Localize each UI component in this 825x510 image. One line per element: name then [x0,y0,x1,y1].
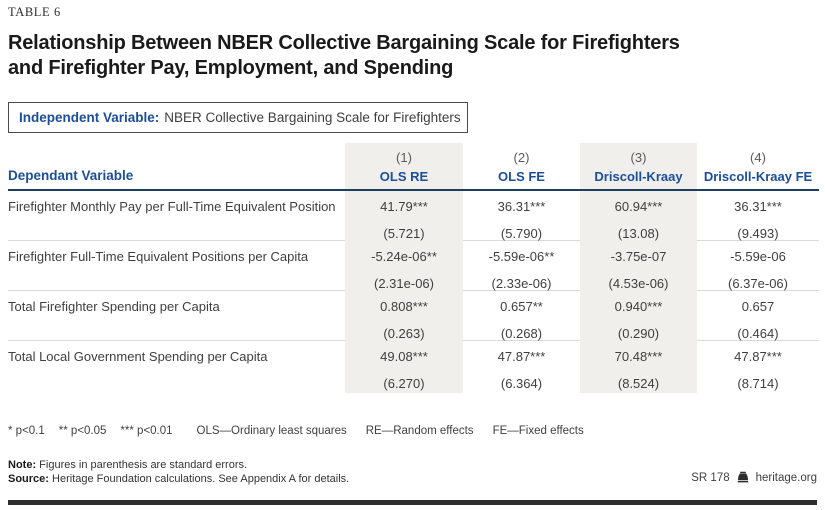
source-text: Heritage Foundation calculations. See Ap… [48,473,350,485]
coefficient: 49.08*** [380,349,428,364]
coefficient: 0.808*** [380,299,428,314]
standard-error: (8.524) [617,376,660,391]
column-label: Driscoll-Kraay FE [703,169,813,184]
table-header-row: Dependant Variable (1) OLS RE (2) OLS FE… [8,143,819,191]
column-label: OLS FE [498,169,545,184]
column-number: (2) [513,150,530,165]
legend-item: FE—Fixed effects [492,425,584,437]
report-id: SR 178 [691,472,730,484]
independent-variable-label: Independent Variable: [19,110,160,125]
coefficient: 47.87*** [734,349,782,364]
cell: -5.59e-06 (6.37e-06) [697,241,819,291]
cell: 36.31*** (5.790) [463,191,580,241]
standard-error: (5.790) [500,226,543,241]
table-title-line-2: and Firefighter Pay, Employment, and Spe… [8,57,454,79]
cell: 0.940*** (0.290) [580,291,697,341]
notes-block: Note: Figures in parenthesis are standar… [8,458,349,486]
column-header-3: (3) Driscoll-Kraay [580,143,697,189]
coefficient: 0.657** [500,299,543,314]
row-label: Firefighter Monthly Pay per Full-Time Eq… [8,199,336,214]
table-row: Total Local Government Spending per Capi… [8,341,819,393]
note-line: Note: Figures in parenthesis are standar… [8,458,349,472]
regression-table: Dependant Variable (1) OLS RE (2) OLS FE… [8,143,819,393]
coefficient: 36.31*** [497,199,546,214]
cell: 0.808*** (0.263) [345,291,463,341]
significance-legend: * p<0.1 ** p<0.05 *** p<0.01 OLS—Ordinar… [8,425,598,437]
standard-error: (8.714) [737,376,779,391]
coefficient: 47.87*** [497,349,546,364]
standard-error: (2.33e-06) [491,276,552,291]
coefficient: -5.59e-06 [730,249,786,264]
standard-error: (5.721) [383,226,425,241]
coefficient: -3.75e-07 [610,249,667,264]
legend-item: *** p<0.01 [120,425,173,437]
liberty-bell-icon [736,471,750,485]
legend-item: * p<0.1 [8,425,45,437]
site-url: heritage.org [755,472,817,484]
column-number: (4) [750,150,766,165]
cell: 0.657** (0.268) [463,291,580,341]
coefficient: 41.79*** [380,199,428,214]
row-label: Total Firefighter Spending per Capita [8,299,220,314]
standard-error: (2.31e-06) [374,276,434,291]
column-number: (1) [396,150,412,165]
standard-error: (9.493) [737,226,779,241]
coefficient: 0.940*** [614,299,663,314]
cell: 70.48*** (8.524) [580,341,697,393]
standard-error: (6.270) [383,376,425,391]
row-label: Total Local Government Spending per Capi… [8,349,268,364]
cell: -3.75e-07 (4.53e-06) [580,241,697,291]
coefficient: 60.94*** [614,199,663,214]
table-number-label: TABLE 6 [8,5,61,19]
cell: 41.79*** (5.721) [345,191,463,241]
column-header-4: (4) Driscoll-Kraay FE [697,143,819,189]
cell: -5.59e-06** (2.33e-06) [463,241,580,291]
independent-variable-value: NBER Collective Bargaining Scale for Fir… [164,110,461,125]
row-label: Firefighter Full-Time Equivalent Positio… [8,249,309,264]
standard-error: (13.08) [617,226,660,241]
standard-error: (4.53e-06) [608,276,669,291]
column-header-1: (1) OLS RE [345,143,463,189]
legend-item: ** p<0.05 [58,425,107,437]
coefficient: 36.31*** [734,199,782,214]
standard-error: (6.37e-06) [728,276,788,291]
table-row: Firefighter Full-Time Equivalent Positio… [8,241,819,291]
standard-error: (6.364) [500,376,543,391]
column-label: Driscoll-Kraay [594,169,683,184]
legend-item: OLS—Ordinary least squares [196,425,347,437]
cell: 49.08*** (6.270) [345,341,463,393]
column-label: OLS RE [379,169,429,184]
column-header-2: (2) OLS FE [463,143,580,189]
note-label: Note: [8,459,37,471]
independent-variable-box: Independent Variable: NBER Collective Ba… [8,102,468,133]
cell: 0.657 (0.464) [697,291,819,341]
footer-branding: SR 178 heritage.org [691,471,817,485]
standard-error: (0.263) [383,326,425,341]
cell: 47.87*** (6.364) [463,341,580,393]
table-row: Firefighter Monthly Pay per Full-Time Eq… [8,191,819,241]
coefficient: 70.48*** [614,349,663,364]
bottom-rule [8,500,817,505]
table-title: Relationship Between NBER Collective Bar… [8,31,680,81]
cell: -5.24e-06** (2.31e-06) [345,241,463,291]
source-label: Source: [8,473,49,485]
table-title-line-1: Relationship Between NBER Collective Bar… [8,32,680,54]
dependent-variable-header: Dependant Variable [8,168,134,183]
cell: 60.94*** (13.08) [580,191,697,241]
coefficient: -5.24e-06** [371,249,437,264]
standard-error: (0.290) [617,326,660,341]
cell: 47.87*** (8.714) [697,341,819,393]
note-text: Figures in parenthesis are standard erro… [36,459,248,471]
standard-error: (0.268) [500,326,543,341]
standard-error: (0.464) [737,326,779,341]
coefficient: 0.657 [741,299,775,314]
legend-item: RE—Random effects [365,425,474,437]
source-line: Source: Heritage Foundation calculations… [8,472,349,486]
cell: 36.31*** (9.493) [697,191,819,241]
coefficient: -5.59e-06** [488,249,555,264]
column-number: (3) [630,150,647,165]
table-row: Total Firefighter Spending per Capita 0.… [8,291,819,341]
